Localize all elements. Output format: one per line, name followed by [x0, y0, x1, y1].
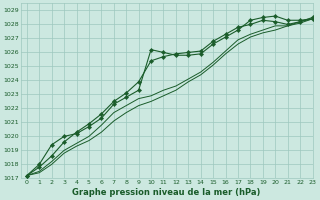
X-axis label: Graphe pression niveau de la mer (hPa): Graphe pression niveau de la mer (hPa) [72, 188, 261, 197]
